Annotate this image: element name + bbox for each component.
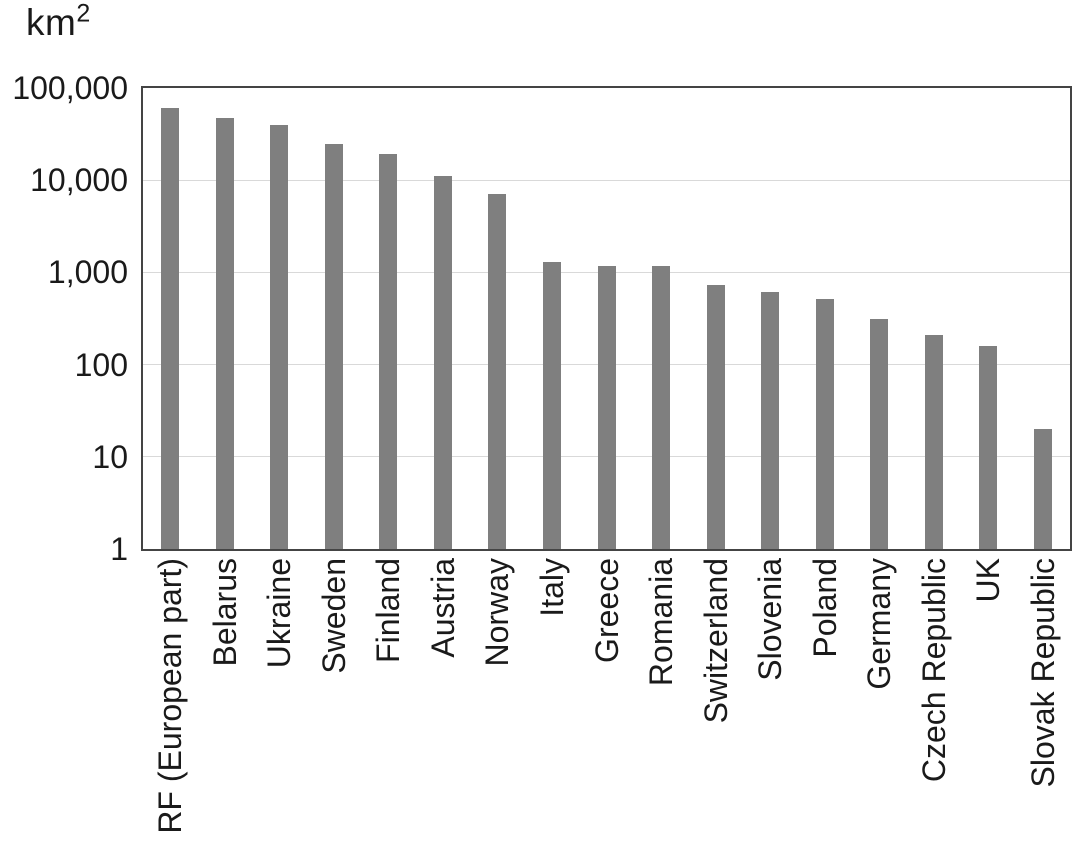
bar-ukraine (270, 124, 289, 549)
bar-germany (870, 319, 889, 549)
x-tick-label-poland: Poland (806, 558, 843, 658)
bar-czech-republic (924, 334, 943, 549)
y-tick-label: 100 (74, 346, 128, 383)
bar-sweden (324, 144, 343, 549)
x-tick-label-greece: Greece (588, 558, 625, 663)
bar-norway (488, 194, 507, 549)
y-tick-label: 10 (92, 438, 128, 475)
y-tick-label: 100,000 (12, 70, 128, 106)
x-tick-label-switzerland: Switzerland (697, 558, 734, 724)
bar-greece (597, 265, 616, 549)
x-tick-label-rf-european-part: RF (European part) (152, 558, 189, 834)
bar-romania (652, 265, 671, 549)
x-tick-label-italy: Italy (533, 558, 570, 617)
bar-slovak-republic (1033, 429, 1052, 549)
y-tick-label: 10,000 (30, 162, 128, 199)
bar-italy (542, 261, 561, 549)
bar-slovenia (761, 292, 780, 549)
x-tick-label-uk: UK (970, 558, 1007, 603)
x-tick-label-slovak-republic: Slovak Republic (1024, 558, 1061, 788)
bar-rf-european-part (161, 108, 180, 549)
bar-finland (379, 154, 398, 549)
bar-switzerland (706, 285, 725, 549)
bar-austria (433, 176, 452, 549)
x-tick-label-belarus: Belarus (206, 558, 243, 667)
x-tick-label-romania: Romania (643, 558, 680, 687)
unit-exponent: 2 (76, 0, 91, 28)
x-tick-label-sweden: Sweden (315, 558, 352, 674)
bar-poland (815, 298, 834, 549)
x-tick-label-austria: Austria (424, 558, 461, 658)
bar-belarus (215, 118, 234, 549)
gridline-10000 (143, 179, 1070, 181)
y-axis-unit-label: km2 (26, 0, 91, 44)
y-tick-label: 1 (110, 531, 128, 567)
x-tick-label-slovenia: Slovenia (752, 558, 789, 681)
unit-base: km (26, 2, 77, 43)
bar-uk (979, 345, 998, 549)
x-tick-label-germany: Germany (861, 558, 898, 690)
y-tick-label: 1,000 (47, 254, 128, 291)
x-tick-label-norway: Norway (479, 558, 516, 667)
x-tick-label-czech-republic: Czech Republic (915, 558, 952, 783)
x-tick-label-ukraine: Ukraine (261, 558, 298, 669)
x-tick-label-finland: Finland (370, 558, 407, 663)
